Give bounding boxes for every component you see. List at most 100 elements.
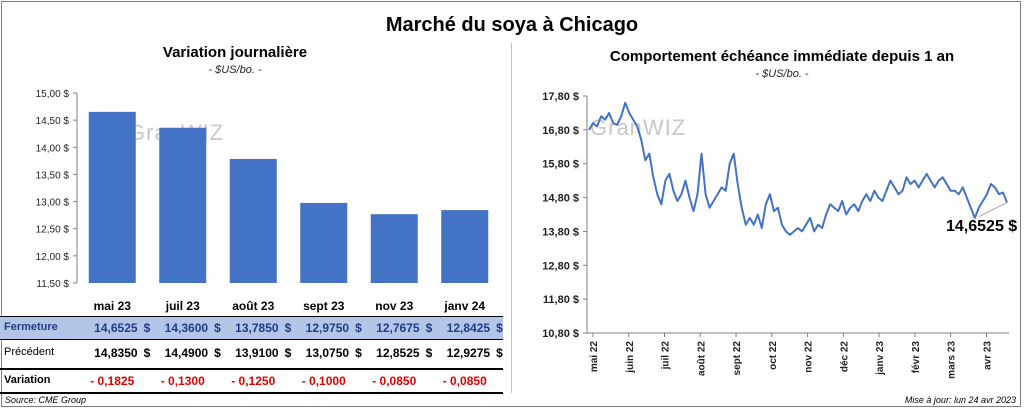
- cell-value: 14,6525: [94, 321, 138, 335]
- main-title: Marché du soya à Chicago: [385, 14, 639, 36]
- line-y-tick-label: 16,80 $: [542, 125, 579, 137]
- price-series-line: [588, 101, 1008, 236]
- line-x-tick-label: mai 22: [589, 341, 600, 373]
- table-cell: 12,9750 $: [276, 321, 362, 335]
- bar: [300, 202, 348, 283]
- cell-currency: $: [355, 321, 362, 335]
- line-x-tick-label: mars 23: [947, 341, 958, 379]
- cell-value: 14,8350: [94, 346, 138, 360]
- bar-category-label: sept 23: [303, 299, 345, 313]
- table-cell: - 0,1250: [231, 374, 276, 388]
- line-y-tick-label: 13,80 $: [542, 226, 579, 238]
- line-y-tick-label: 12,80 $: [542, 260, 579, 272]
- cell-currency: $: [355, 346, 362, 360]
- cell-currency: $: [284, 321, 292, 335]
- bar-category-label: janv 24: [443, 299, 485, 313]
- table-cell: 14,4900 $: [135, 346, 221, 360]
- line-x-tick-label: oct 22: [768, 341, 779, 370]
- bar-category-label: mai 23: [94, 299, 132, 313]
- line-x-tick-label: juil 22: [661, 341, 672, 371]
- bar-category-label: juil 23: [165, 299, 200, 313]
- last-value-leader: [978, 202, 1008, 218]
- table-cell: - 0,0850: [372, 374, 417, 388]
- table-cell: 12,7675 $: [346, 321, 432, 335]
- cell-value: 13,0750: [305, 346, 350, 360]
- table-cell: 12,8525 $: [346, 346, 432, 360]
- bar-y-tick-label: 15,00 $: [36, 89, 70, 100]
- line-x-tick-label: juin 22: [625, 341, 636, 374]
- cell-currency: $: [284, 346, 292, 360]
- right-chart-title: Comportement échéance immédiate depuis 1…: [609, 48, 955, 65]
- table-cell: 12,9275 $: [417, 346, 503, 360]
- bar: [88, 111, 136, 283]
- cell-value: 14,3600: [164, 321, 209, 335]
- table-cell: 14,3600 $: [135, 321, 221, 335]
- table-cell: 14,8350 $: [64, 346, 150, 360]
- cell-value: 12,8525: [376, 346, 420, 360]
- line-y-tick-label: 15,80 $: [542, 159, 579, 171]
- line-x-tick-label: janv 23: [875, 341, 886, 376]
- line-y-tick-label: 14,80 $: [542, 193, 579, 205]
- table-cell: - 0,1000: [301, 374, 346, 388]
- cell-currency: $: [425, 321, 433, 335]
- cell-currency: $: [143, 346, 151, 360]
- table-cell: 14,6525 $: [64, 321, 150, 335]
- bar: [159, 127, 207, 283]
- cell-currency: $: [214, 346, 221, 360]
- bar-category-label: août 23: [232, 299, 274, 313]
- bar: [229, 158, 277, 283]
- cell-currency: $: [425, 346, 433, 360]
- bar-y-tick-label: 12,50 $: [36, 225, 70, 236]
- bar: [370, 214, 418, 283]
- table-row-precedent: Précédent 14,8350 $14,4900 $13,9100 $13,075…: [0, 342, 503, 364]
- left-chart-title: Variation journalière: [162, 44, 308, 61]
- bar: [441, 210, 489, 283]
- bar-y-tick-label: 13,50 $: [36, 170, 70, 181]
- table-cell: 13,0750 $: [276, 346, 362, 360]
- row-label: Précédent: [4, 346, 55, 358]
- table-row-variation: Variation - 0,1825 - 0,1300 - 0,1250 - 0,10…: [0, 368, 503, 394]
- cell-value: 12,9750: [305, 321, 350, 335]
- cell-currency: $: [496, 321, 503, 335]
- table-row-fermeture: Fermeture 14,6525 $14,3600 $13,7850 $12,975…: [0, 316, 503, 340]
- cell-currency: $: [496, 346, 503, 360]
- update-note: Mise à jour: lun 24 avr 2023: [904, 395, 1016, 405]
- cell-value: 13,7850: [235, 321, 279, 335]
- cell-value: 14,4900: [164, 346, 209, 360]
- cell-value: 12,9275: [446, 346, 491, 360]
- right-chart-unit: - $US/bo. -: [755, 68, 809, 80]
- line-x-tick-label: déc 22: [839, 341, 850, 373]
- last-value-label: 14,6525 $: [946, 218, 1018, 235]
- panel-divider: [511, 43, 512, 393]
- line-y-tick-label: 11,80 $: [543, 294, 579, 306]
- cell-value: 13,9100: [235, 346, 279, 360]
- line-x-tick-label: févr 23: [911, 341, 922, 374]
- line-x-tick-label: nov 22: [804, 341, 815, 373]
- cell-currency: $: [214, 321, 221, 335]
- line-x-tick-label: août 22: [696, 341, 707, 376]
- line-y-tick-label: 17,80 $: [542, 91, 579, 103]
- bar-y-tick-label: 11,50 $: [36, 279, 69, 290]
- line-y-tick-label: 10,80 $: [542, 328, 579, 340]
- table-cell: 13,9100 $: [205, 346, 291, 360]
- row-label: Variation: [4, 374, 51, 386]
- bar-category-label: nov 23: [375, 299, 413, 313]
- row-label: Fermeture: [4, 321, 58, 333]
- left-chart-unit: - $US/bo. -: [208, 64, 262, 76]
- table-cell: - 0,1825: [90, 374, 135, 388]
- line-x-tick-label: avr 23: [982, 341, 993, 370]
- line-x-tick-label: sept 22: [732, 341, 743, 376]
- cell-value: 12,8425: [446, 321, 491, 335]
- table-cell: - 0,1300: [160, 374, 205, 388]
- bar-y-tick-label: 14,00 $: [36, 143, 70, 154]
- bar-y-tick-label: 14,50 $: [36, 116, 70, 127]
- cell-value: 12,7675: [376, 321, 420, 335]
- bar-y-tick-label: 13,00 $: [36, 198, 70, 209]
- cell-currency: $: [143, 321, 151, 335]
- table-cell: 13,7850 $: [205, 321, 291, 335]
- table-cell: 12,8425 $: [417, 321, 503, 335]
- bar-y-tick-label: 12,00 $: [36, 252, 70, 263]
- source-note: Source: CME Group: [5, 395, 87, 405]
- line-chart: 17,80 $ 16,80 $ 15,80 $ 14,80 $ 13,80 $ 12,80…: [542, 91, 1009, 379]
